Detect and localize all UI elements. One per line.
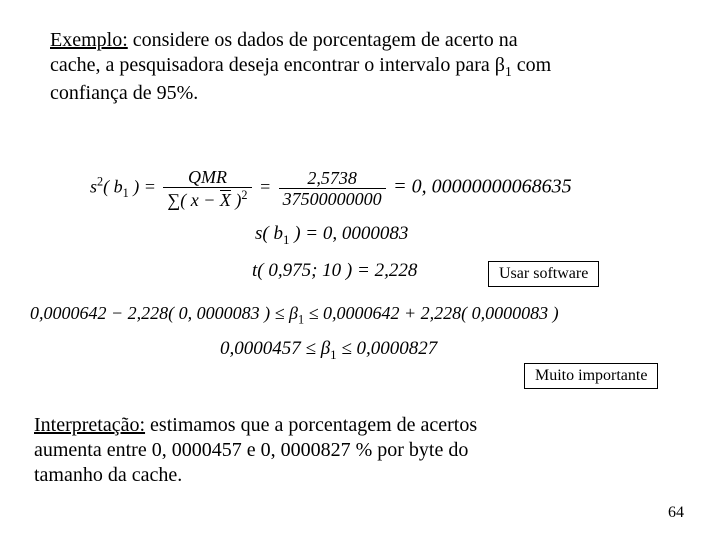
intro-line2b: com [512,54,551,76]
note-use-software: Usar software [488,261,599,287]
interp-line2: aumenta entre 0, 0000457 e 0, 0000827 % … [34,439,468,461]
equation-stderr: s( b1 ) = 0, 0000083 [255,223,408,248]
intro-line2a: cache, a pesquisadora deseja encontrar o… [50,54,495,76]
xbar: X [220,190,231,208]
example-paragraph: Exemplo: considere os dados de porcentag… [50,28,670,106]
note-very-important-text: Muito importante [535,367,647,384]
page-number-text: 64 [668,504,684,521]
beta-symbol: β [495,54,505,76]
example-label: Exemplo: [50,29,128,51]
interpretation-paragraph: Interpretação: estimamos que a porcentag… [34,413,674,488]
intro-line1: considere os dados de porcentagem de ace… [128,29,518,51]
note-use-software-text: Usar software [499,265,588,282]
eq1-eqsign1: = [259,177,276,197]
interp-line3: tamanho da cache. [34,464,182,486]
equation-ci-expanded: 0,0000642 − 2,228( 0, 0000083 ) ≤ β1 ≤ 0… [30,303,559,328]
intro-line3: confiança de 95%. [50,82,198,104]
eq1-frac2: 2,5738 37500000000 [279,169,386,208]
page-number: 64 [668,504,684,522]
interpretation-label: Interpretação: [34,414,145,436]
equation-variance: s2( b1 ) = QMR ∑( x − X )2 = 2,5738 3750… [90,168,572,209]
eq5-b: ≤ 0,0000827 [337,338,438,359]
equation-ci-final: 0,0000457 ≤ β1 ≤ 0,0000827 [220,338,437,363]
eq4-a: 0,0000642 − 2,228( 0, 0000083 ) ≤ [30,303,289,323]
eq1-openb: ( b [103,177,123,197]
eq5-a: 0,0000457 ≤ [220,338,321,359]
eq2-a: s( b [255,223,283,244]
eq1-result: = 0, 00000000068635 [393,176,572,198]
eq4-b: ≤ 0,0000642 + 2,228( 0,0000083 ) [304,303,559,323]
slide-page: Exemplo: considere os dados de porcentag… [0,0,720,540]
eq4-beta: β [289,303,298,323]
eq1-s: s [90,177,97,197]
eq1-frac2-num: 2,5738 [279,169,386,188]
eq1-frac1: QMR ∑( x − X )2 [163,168,251,209]
eq1-close-eq: ) = [129,177,161,197]
interp-line1: estimamos que a porcentagem de acertos [145,414,477,436]
beta-subscript: 1 [505,64,512,79]
eq5-beta: β [321,338,330,359]
note-very-important: Muito importante [524,363,658,389]
equation-tvalue: t( 0,975; 10 ) = 2,228 [252,260,417,282]
eq1-frac2-den: 37500000000 [279,188,386,208]
eq2-b: ) = 0, 0000083 [289,223,408,244]
eq1-frac1-den: ∑( x − X )2 [163,187,251,209]
eq1-frac1-num: QMR [163,168,251,187]
eq3-text: t( 0,975; 10 ) = 2,228 [252,260,417,281]
